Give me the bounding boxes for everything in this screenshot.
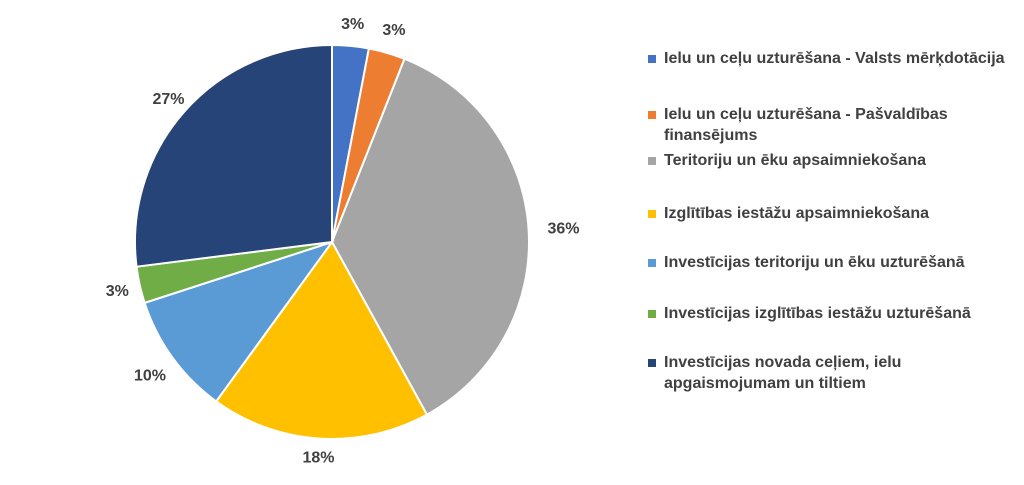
- slice-value-label: 18%: [302, 450, 334, 467]
- legend-label: Investīcijas izglītības iestāžu uzturēša…: [664, 305, 971, 322]
- legend-item: Ielu un ceļu uzturēšana - Pašvaldības fi…: [648, 104, 1008, 146]
- legend-swatch: [648, 55, 656, 63]
- legend-label: Investīcijas novada ceļiem, ielu apgaism…: [664, 354, 902, 392]
- legend-label: Teritoriju un ēku apsaimniekošana: [664, 152, 926, 169]
- legend-item: Investīcijas teritoriju un ēku uzturēšan…: [648, 252, 1008, 273]
- slice-value-label: 3%: [341, 16, 364, 33]
- legend-label: Ielu un ceļu uzturēšana - Valsts mērķdot…: [664, 50, 1005, 67]
- pie-slice: [330, 57, 530, 416]
- legend-label: Izglītības iestāžu apsaimniekošana: [664, 205, 929, 222]
- legend-item: Investīcijas novada ceļiem, ielu apgaism…: [648, 352, 1008, 394]
- pie-labels: 3% 3% 36% 18% 10% 3% 27%: [106, 16, 580, 467]
- legend-item: Izglītības iestāžu apsaimniekošana: [648, 203, 1008, 224]
- slice-value-label: 36%: [547, 220, 579, 237]
- legend-swatch: [648, 259, 656, 267]
- legend-swatch: [648, 310, 656, 318]
- legend-item: Investīcijas izglītības iestāžu uzturēša…: [648, 303, 1008, 324]
- legend-label: Investīcijas teritoriju un ēku uzturēšan…: [664, 254, 965, 271]
- pie-slice: [143, 240, 335, 403]
- legend-swatch: [648, 157, 656, 165]
- slice-value-label: 10%: [134, 367, 166, 384]
- legend-item: Ielu un ceļu uzturēšana - Valsts mērķdot…: [648, 48, 1008, 69]
- legend-swatch: [648, 210, 656, 218]
- slice-value-label: 3%: [382, 22, 405, 39]
- legend-item: Teritoriju un ēku apsaimniekošana: [648, 150, 1008, 171]
- pie-slice: [214, 240, 429, 440]
- legend-swatch: [648, 359, 656, 367]
- slice-value-label: 27%: [152, 91, 184, 108]
- legend-label: Ielu un ceļu uzturēšana - Pašvaldības fi…: [664, 106, 948, 144]
- pie-slices: [134, 43, 530, 440]
- pie-slice: [134, 43, 333, 268]
- slice-value-label: 3%: [106, 283, 129, 300]
- legend-swatch: [648, 111, 656, 119]
